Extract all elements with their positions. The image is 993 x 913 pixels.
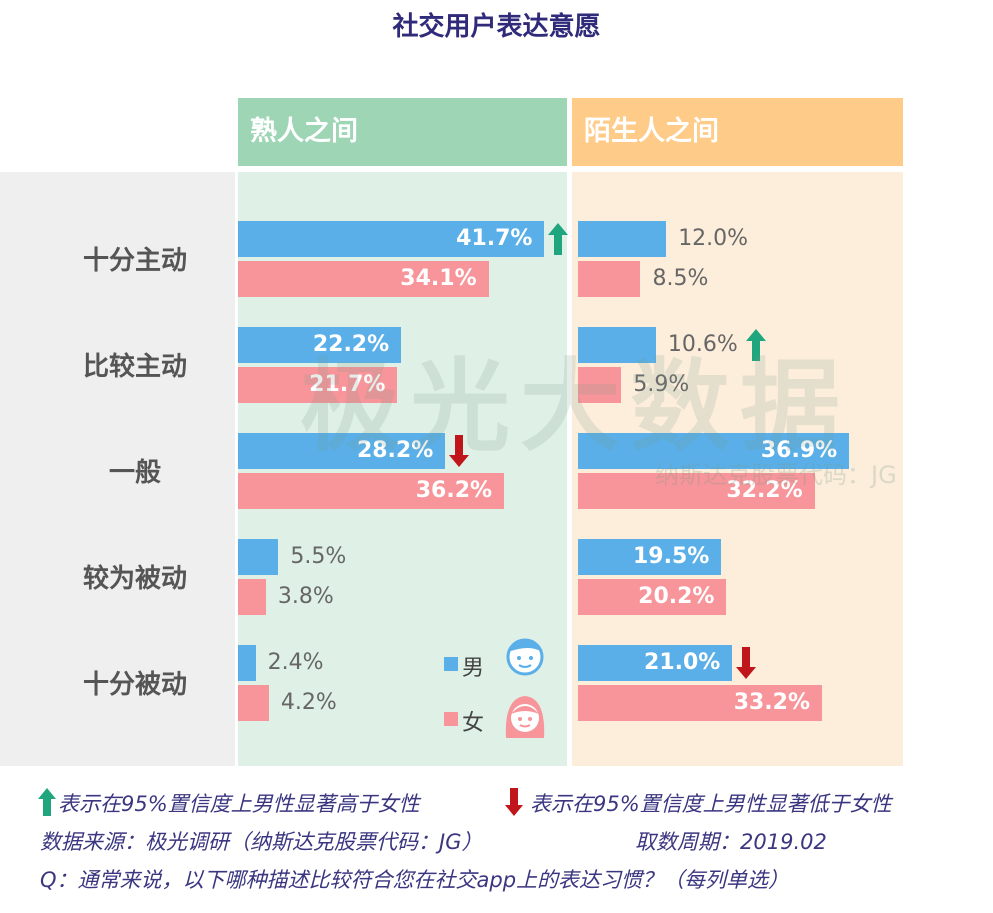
- data-label: 8.5%: [652, 266, 709, 291]
- category-label: 十分被动: [82, 670, 187, 700]
- male-avatar-icon: [506, 638, 544, 676]
- bar-male: [578, 539, 722, 575]
- legend-female-swatch: [444, 712, 458, 726]
- data-label: 3.8%: [277, 584, 334, 609]
- data-label: 19.5%: [632, 544, 710, 569]
- data-label: 41.7%: [456, 226, 533, 251]
- down-arrow-icon: [505, 788, 523, 816]
- bar-female: [578, 685, 823, 721]
- data-label: 2.4%: [267, 650, 324, 675]
- category-panel: [0, 172, 235, 766]
- data-label: 10.6%: [667, 332, 738, 357]
- bar-male: [578, 433, 850, 469]
- bar-female: [238, 367, 398, 403]
- bar-female: [578, 367, 622, 403]
- data-label: 20.2%: [638, 584, 715, 609]
- data-label: 5.5%: [290, 544, 347, 569]
- down-note: 表示在95%置信度上男性显著低于女性: [530, 792, 892, 816]
- significant-down-arrow-icon: [736, 647, 757, 679]
- data-label: 12.0%: [678, 226, 749, 251]
- bar-female: [578, 261, 641, 297]
- data-label: 21.7%: [309, 372, 386, 397]
- data-label: 36.2%: [415, 478, 493, 503]
- legend-female-label: 女: [462, 711, 485, 736]
- survey-question: Q：通常来说，以下哪种描述比较符合您在社交app上的表达习惯？（每列单选）: [40, 868, 790, 892]
- category-label: 较为被动: [82, 564, 187, 594]
- data-label: 28.2%: [356, 438, 434, 463]
- significant-down-arrow-icon: [449, 435, 470, 467]
- data-label: 4.2%: [280, 690, 337, 715]
- bar-female: [238, 579, 266, 615]
- legend-male-swatch: [444, 657, 458, 671]
- legend-male-label: 男: [462, 656, 485, 681]
- bar-female: [238, 473, 505, 509]
- data-label: 21.0%: [644, 650, 721, 675]
- category-label: 一般: [108, 458, 161, 488]
- data-source: 数据来源：极光调研（纳斯达克股票代码：JG）: [40, 830, 483, 854]
- data-period: 取数周期：2019.02: [635, 830, 827, 854]
- category-label: 十分主动: [82, 246, 187, 276]
- panel-header-strangers: 陌生人之间: [572, 98, 903, 166]
- bar-female: [238, 685, 269, 721]
- bar-male: [238, 539, 279, 575]
- data-label: 33.2%: [733, 690, 811, 715]
- bar-male: [238, 221, 545, 257]
- category-label: 比较主动: [82, 352, 187, 382]
- data-label: 36.9%: [760, 438, 838, 463]
- bar-male: [578, 221, 667, 257]
- data-label: 32.2%: [726, 478, 803, 503]
- data-label: 5.9%: [633, 372, 690, 397]
- bar-male: [238, 327, 402, 363]
- up-note: 表示在95%置信度上男性显著高于女性: [58, 792, 420, 816]
- bar-female: [238, 261, 489, 297]
- significant-up-arrow-icon: [548, 223, 569, 255]
- up-arrow-icon: [38, 788, 56, 816]
- significant-up-arrow-icon: [745, 329, 766, 361]
- panel-header-acquaintances: 熟人之间: [238, 98, 567, 166]
- data-label: 34.1%: [400, 266, 477, 291]
- bar-male: [578, 327, 656, 363]
- bar-male: [578, 645, 733, 681]
- bar-female: [578, 579, 727, 615]
- female-avatar-icon: [505, 696, 545, 738]
- bar-female: [578, 473, 815, 509]
- watermark-sub: 纳斯达克股票代码：JG: [655, 461, 897, 489]
- bar-male: [238, 433, 446, 469]
- chart-title: 社交用户表达意愿: [392, 12, 601, 42]
- data-label: 22.2%: [312, 332, 390, 357]
- bar-male: [238, 645, 256, 681]
